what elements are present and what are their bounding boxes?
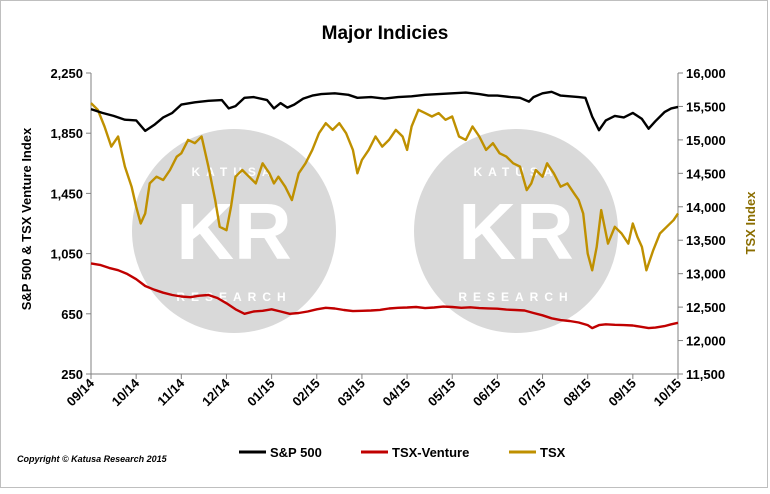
right-tick-label: 12,000 [686,334,726,349]
legend-label: TSX [540,445,566,460]
x-tick-label: 02/15 [289,376,323,410]
series-line-s-p-500 [90,90,679,133]
left-tick-label: 650 [61,307,83,322]
left-tick-label: 1,450 [50,186,83,201]
x-tick-label: 11/14 [154,375,188,409]
x-tick-label: 01/15 [244,376,278,410]
series-line-tsx [90,102,679,272]
x-tick-label: 08/15 [560,376,594,410]
legend-label: S&P 500 [270,445,322,460]
series-group [90,90,679,330]
right-tick-label: 16,000 [686,66,726,81]
chart-title: Major Indicies [322,23,449,44]
right-tick-label: 14,000 [686,200,726,215]
left-tick-label: 2,250 [50,66,83,81]
right-tick-label: 13,500 [686,233,726,248]
right-tick-label: 15,000 [686,133,726,148]
left-tick-label: 1,850 [50,126,83,141]
x-tick-label: 07/15 [515,376,549,410]
series-line-tsx-venture [90,262,679,330]
watermark-circle [132,129,336,333]
x-tick-label: 12/14 [199,375,233,409]
left-tick-label: 250 [61,367,83,382]
watermark-letters: KR [176,187,292,276]
legend: S&P 500 TSX-Venture TSX [239,445,566,460]
watermark-word-bottom: RESEARCH [458,290,573,304]
legend-label: TSX-Venture [392,445,469,460]
right-tick-label: 13,000 [686,267,726,282]
watermark-letters: KR [458,187,574,276]
x-tick-label: 03/15 [334,376,368,410]
x-tick-label: 06/15 [470,376,504,410]
left-axis-title: S&P 500 & TSX Venture Index [19,127,34,310]
watermark-word-bottom: RESEARCH [176,290,291,304]
right-tick-label: 14,500 [686,166,726,181]
x-tick-label: 05/15 [425,376,459,410]
x-tick-label: 04/15 [380,376,414,410]
x-tick-label: 10/14 [109,375,143,409]
x-tick-label: 10/15 [651,376,685,410]
right-tick-label: 11,500 [686,367,725,382]
right-tick-label: 12,500 [686,300,726,315]
watermark-circle [414,129,618,333]
right-axis-title: TSX Index [743,191,758,255]
right-tick-label: 15,500 [686,99,726,114]
left-tick-label: 1,050 [50,247,83,262]
copyright-note: Copyright © Katusa Research 2015 [17,454,168,464]
x-tick-label: 09/15 [605,376,639,410]
